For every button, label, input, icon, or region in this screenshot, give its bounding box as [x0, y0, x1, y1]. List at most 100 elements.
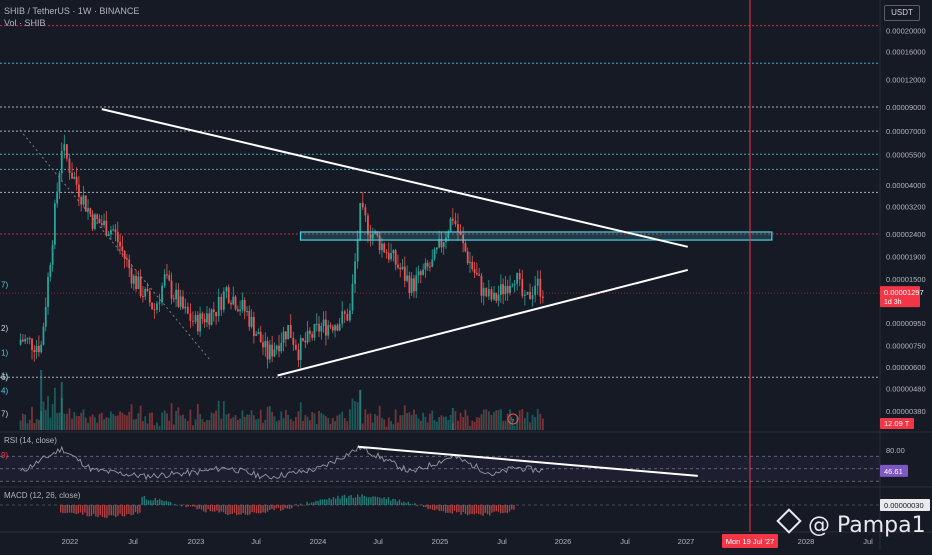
- macd-histogram-bar: [370, 497, 372, 505]
- candle-body: [442, 242, 445, 248]
- candle-body: [40, 344, 43, 353]
- candle-body: [516, 273, 519, 284]
- volume-bar: [153, 425, 156, 430]
- time-axis[interactable]: 2022 Jul 2023 Jul 2024 Jul 2025 Jul 2026 Jul 2027 M…: [0, 531, 932, 548]
- volume-bar: [490, 414, 493, 430]
- price-tick-label: 0.00005500: [886, 150, 926, 159]
- macd-histogram-bar: [427, 505, 429, 510]
- volume-bar: [497, 410, 500, 430]
- macd-histogram-bar: [405, 503, 407, 505]
- time-tick-label: Jul: [620, 537, 630, 546]
- macd-histogram-bar: [178, 504, 181, 506]
- macd-histogram-bar: [449, 505, 451, 513]
- candle-body: [343, 311, 346, 314]
- volume-bar: [280, 411, 283, 430]
- candle-body: [329, 325, 332, 327]
- macd-histogram-bar: [62, 505, 64, 514]
- volume-bar: [318, 410, 320, 430]
- time-tick-label: 2024: [310, 537, 327, 546]
- volume-bar: [128, 411, 131, 430]
- macd-histogram-bar: [174, 504, 176, 505]
- macd-histogram-bar: [484, 505, 486, 513]
- candle-body: [89, 208, 92, 215]
- macd-histogram-bar: [291, 505, 293, 509]
- volume-bar: [399, 415, 402, 430]
- volume-bar: [19, 420, 22, 430]
- volume-bar: [194, 419, 197, 430]
- macd-histogram-bar: [194, 505, 196, 507]
- volume-bar: [364, 409, 367, 430]
- macd-histogram-bar: [139, 505, 141, 513]
- volume-bar: [262, 422, 264, 430]
- macd-histogram-bar: [137, 505, 139, 514]
- macd-histogram-bar: [183, 504, 185, 505]
- candle-body: [60, 150, 63, 174]
- macd-histogram-bar: [343, 494, 346, 505]
- candle-body: [331, 326, 334, 331]
- macd-title: MACD (12, 26, close): [4, 491, 81, 500]
- candle-body: [96, 214, 99, 219]
- macd-histogram-bar: [284, 505, 286, 509]
- volume-bar: [304, 415, 307, 430]
- price-axis[interactable]: 0.00020000 0.00016000 0.00012000 0.00009000…: [0, 26, 930, 511]
- volume-bar: [417, 418, 420, 430]
- candle-body: [495, 292, 498, 301]
- volume-bar: [381, 417, 383, 430]
- macd-histogram-bar: [293, 505, 295, 506]
- volume-bar: [82, 409, 85, 430]
- volume-bar: [475, 417, 478, 430]
- candle-body: [311, 334, 314, 338]
- drawings-layer[interactable]: ϟ: [19, 0, 773, 532]
- macd-histogram-bar: [172, 504, 174, 506]
- triangle-lower-line: [277, 268, 689, 377]
- price-tick-label: 0.00000480: [886, 385, 926, 394]
- price-tick-label: 0.00020000: [886, 26, 926, 35]
- candle-body: [208, 313, 211, 325]
- volume-value: 12.09 T: [884, 419, 910, 428]
- candle-body: [511, 285, 514, 287]
- currency-button[interactable]: USDT: [884, 5, 920, 21]
- candle-body: [299, 338, 302, 361]
- macd-histogram-bar: [211, 505, 214, 512]
- macd-histogram-bar: [310, 502, 313, 505]
- macd-histogram-bar: [99, 505, 101, 516]
- candle-body: [327, 325, 330, 336]
- macd-histogram-bar: [247, 505, 249, 516]
- volume-bar: [58, 412, 61, 430]
- volume-bar: [51, 403, 54, 430]
- time-tick-label: 2022: [62, 537, 79, 546]
- volume-bar: [529, 422, 531, 430]
- candle-body: [71, 172, 73, 179]
- volume-bar: [466, 415, 469, 430]
- macd-histogram-bar: [372, 496, 374, 505]
- volume-bar: [392, 424, 395, 430]
- macd-histogram-bar: [436, 505, 438, 510]
- price-tick-label: 0.00007000: [886, 127, 926, 136]
- volume-bar: [351, 398, 354, 430]
- macd-histogram-bar: [460, 505, 462, 515]
- volume-bar: [513, 425, 516, 430]
- candle-body: [346, 313, 349, 321]
- volume-bar: [431, 410, 434, 430]
- volume-bar: [482, 409, 485, 430]
- candle-body: [243, 300, 246, 312]
- volume-bar: [433, 420, 436, 430]
- macd-histogram-bar: [64, 505, 66, 514]
- volume-bar: [68, 408, 71, 430]
- price-tick-label: 0.00002400: [886, 230, 926, 239]
- macd-histogram-bar: [302, 505, 304, 506]
- volume-bar: [146, 423, 149, 430]
- macd-histogram-bar: [154, 497, 156, 505]
- price-tick-label: 0.00000750: [886, 342, 926, 351]
- candle-body: [440, 239, 443, 248]
- macd-histogram-bar: [313, 502, 315, 505]
- cursor-date-label: Mon 19 Jul '27: [726, 537, 775, 546]
- candle-body: [182, 296, 184, 309]
- volume-bar: [139, 405, 142, 430]
- macd-histogram-bar: [123, 505, 126, 517]
- level-label: 4): [1, 387, 8, 396]
- macd-histogram-bar: [77, 505, 79, 514]
